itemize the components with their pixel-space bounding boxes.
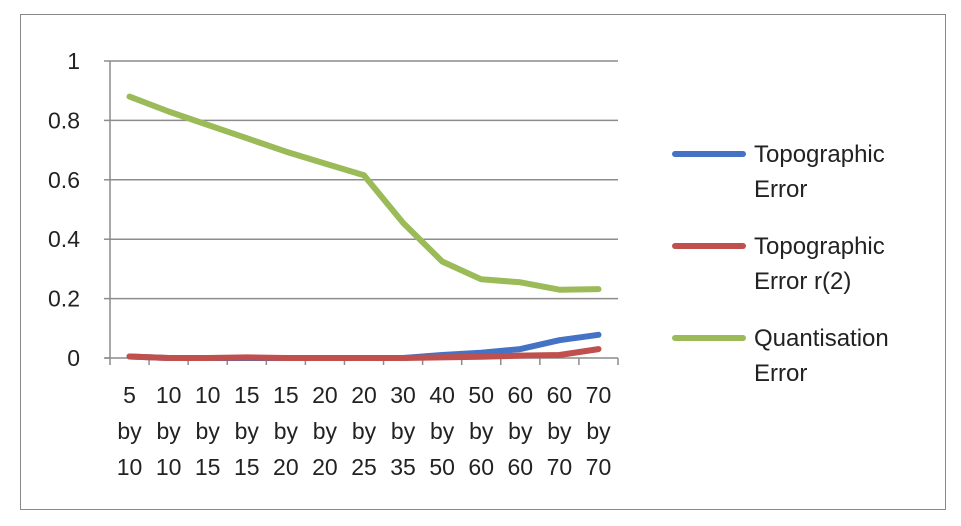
x-tick-label: by — [235, 418, 260, 444]
x-tick-label: 20 — [351, 382, 377, 408]
x-tick-label: 60 — [547, 382, 573, 408]
x-tick-label: 60 — [508, 382, 534, 408]
x-tick-label: 40 — [429, 382, 455, 408]
x-tick-label: 15 — [273, 382, 299, 408]
x-tick-label: by — [196, 418, 221, 444]
legend-label: Topographic Error — [754, 141, 885, 203]
x-tick-label: 15 — [234, 454, 260, 480]
x-tick-label: 20 — [273, 454, 299, 480]
series-line-2 — [126, 93, 602, 293]
x-tick-label: by — [547, 418, 572, 444]
x-tick-label: by — [313, 418, 338, 444]
series-line-1 — [126, 346, 602, 361]
legend-swatch — [672, 243, 746, 249]
x-tick-label: 10 — [156, 382, 182, 408]
x-tick-label: 70 — [586, 454, 612, 480]
legend-item: Topographic Error — [672, 137, 885, 207]
x-tick-label: 50 — [468, 382, 494, 408]
y-tick-label: 0.4 — [48, 226, 80, 252]
legend-item: Quantisation Error — [672, 321, 889, 391]
x-tick-label: by — [156, 418, 181, 444]
x-tick-label: 70 — [547, 454, 573, 480]
x-tick-label: by — [274, 418, 299, 444]
y-tick-label: 0.2 — [48, 286, 80, 312]
x-tick-label: 60 — [508, 454, 534, 480]
x-tick-label: 35 — [390, 454, 416, 480]
legend-label: Topographic Error r(2) — [754, 233, 885, 295]
x-tick-label: by — [508, 418, 533, 444]
x-tick-label: 60 — [468, 454, 494, 480]
x-tick-label: 20 — [312, 454, 338, 480]
y-tick-label: 0.6 — [48, 167, 80, 193]
x-tick-label: 20 — [312, 382, 338, 408]
x-tick-label: by — [469, 418, 494, 444]
y-tick-label: 1 — [67, 48, 80, 74]
legend-label: Quantisation Error — [754, 325, 889, 387]
x-tick-label: by — [586, 418, 611, 444]
x-tick-label: by — [391, 418, 416, 444]
legend-swatch — [672, 151, 746, 157]
x-tick-label: by — [430, 418, 455, 444]
x-tick-label: 50 — [429, 454, 455, 480]
y-tick-label: 0 — [67, 345, 80, 371]
chart-frame — [20, 14, 946, 510]
x-tick-label: 70 — [586, 382, 612, 408]
x-tick-label: 5 — [123, 382, 136, 408]
x-tick-label: 10 — [195, 382, 221, 408]
legend-swatch — [672, 335, 746, 341]
x-tick-label: 15 — [234, 382, 260, 408]
x-tick-label: 10 — [117, 454, 143, 480]
x-tick-label: by — [117, 418, 142, 444]
x-tick-label: 10 — [156, 454, 182, 480]
x-tick-label: 25 — [351, 454, 377, 480]
legend-item: Topographic Error r(2) — [672, 229, 885, 299]
y-tick-label: 0.8 — [48, 107, 80, 133]
x-tick-label: 30 — [390, 382, 416, 408]
x-tick-label: by — [352, 418, 377, 444]
x-tick-label: 15 — [195, 454, 221, 480]
